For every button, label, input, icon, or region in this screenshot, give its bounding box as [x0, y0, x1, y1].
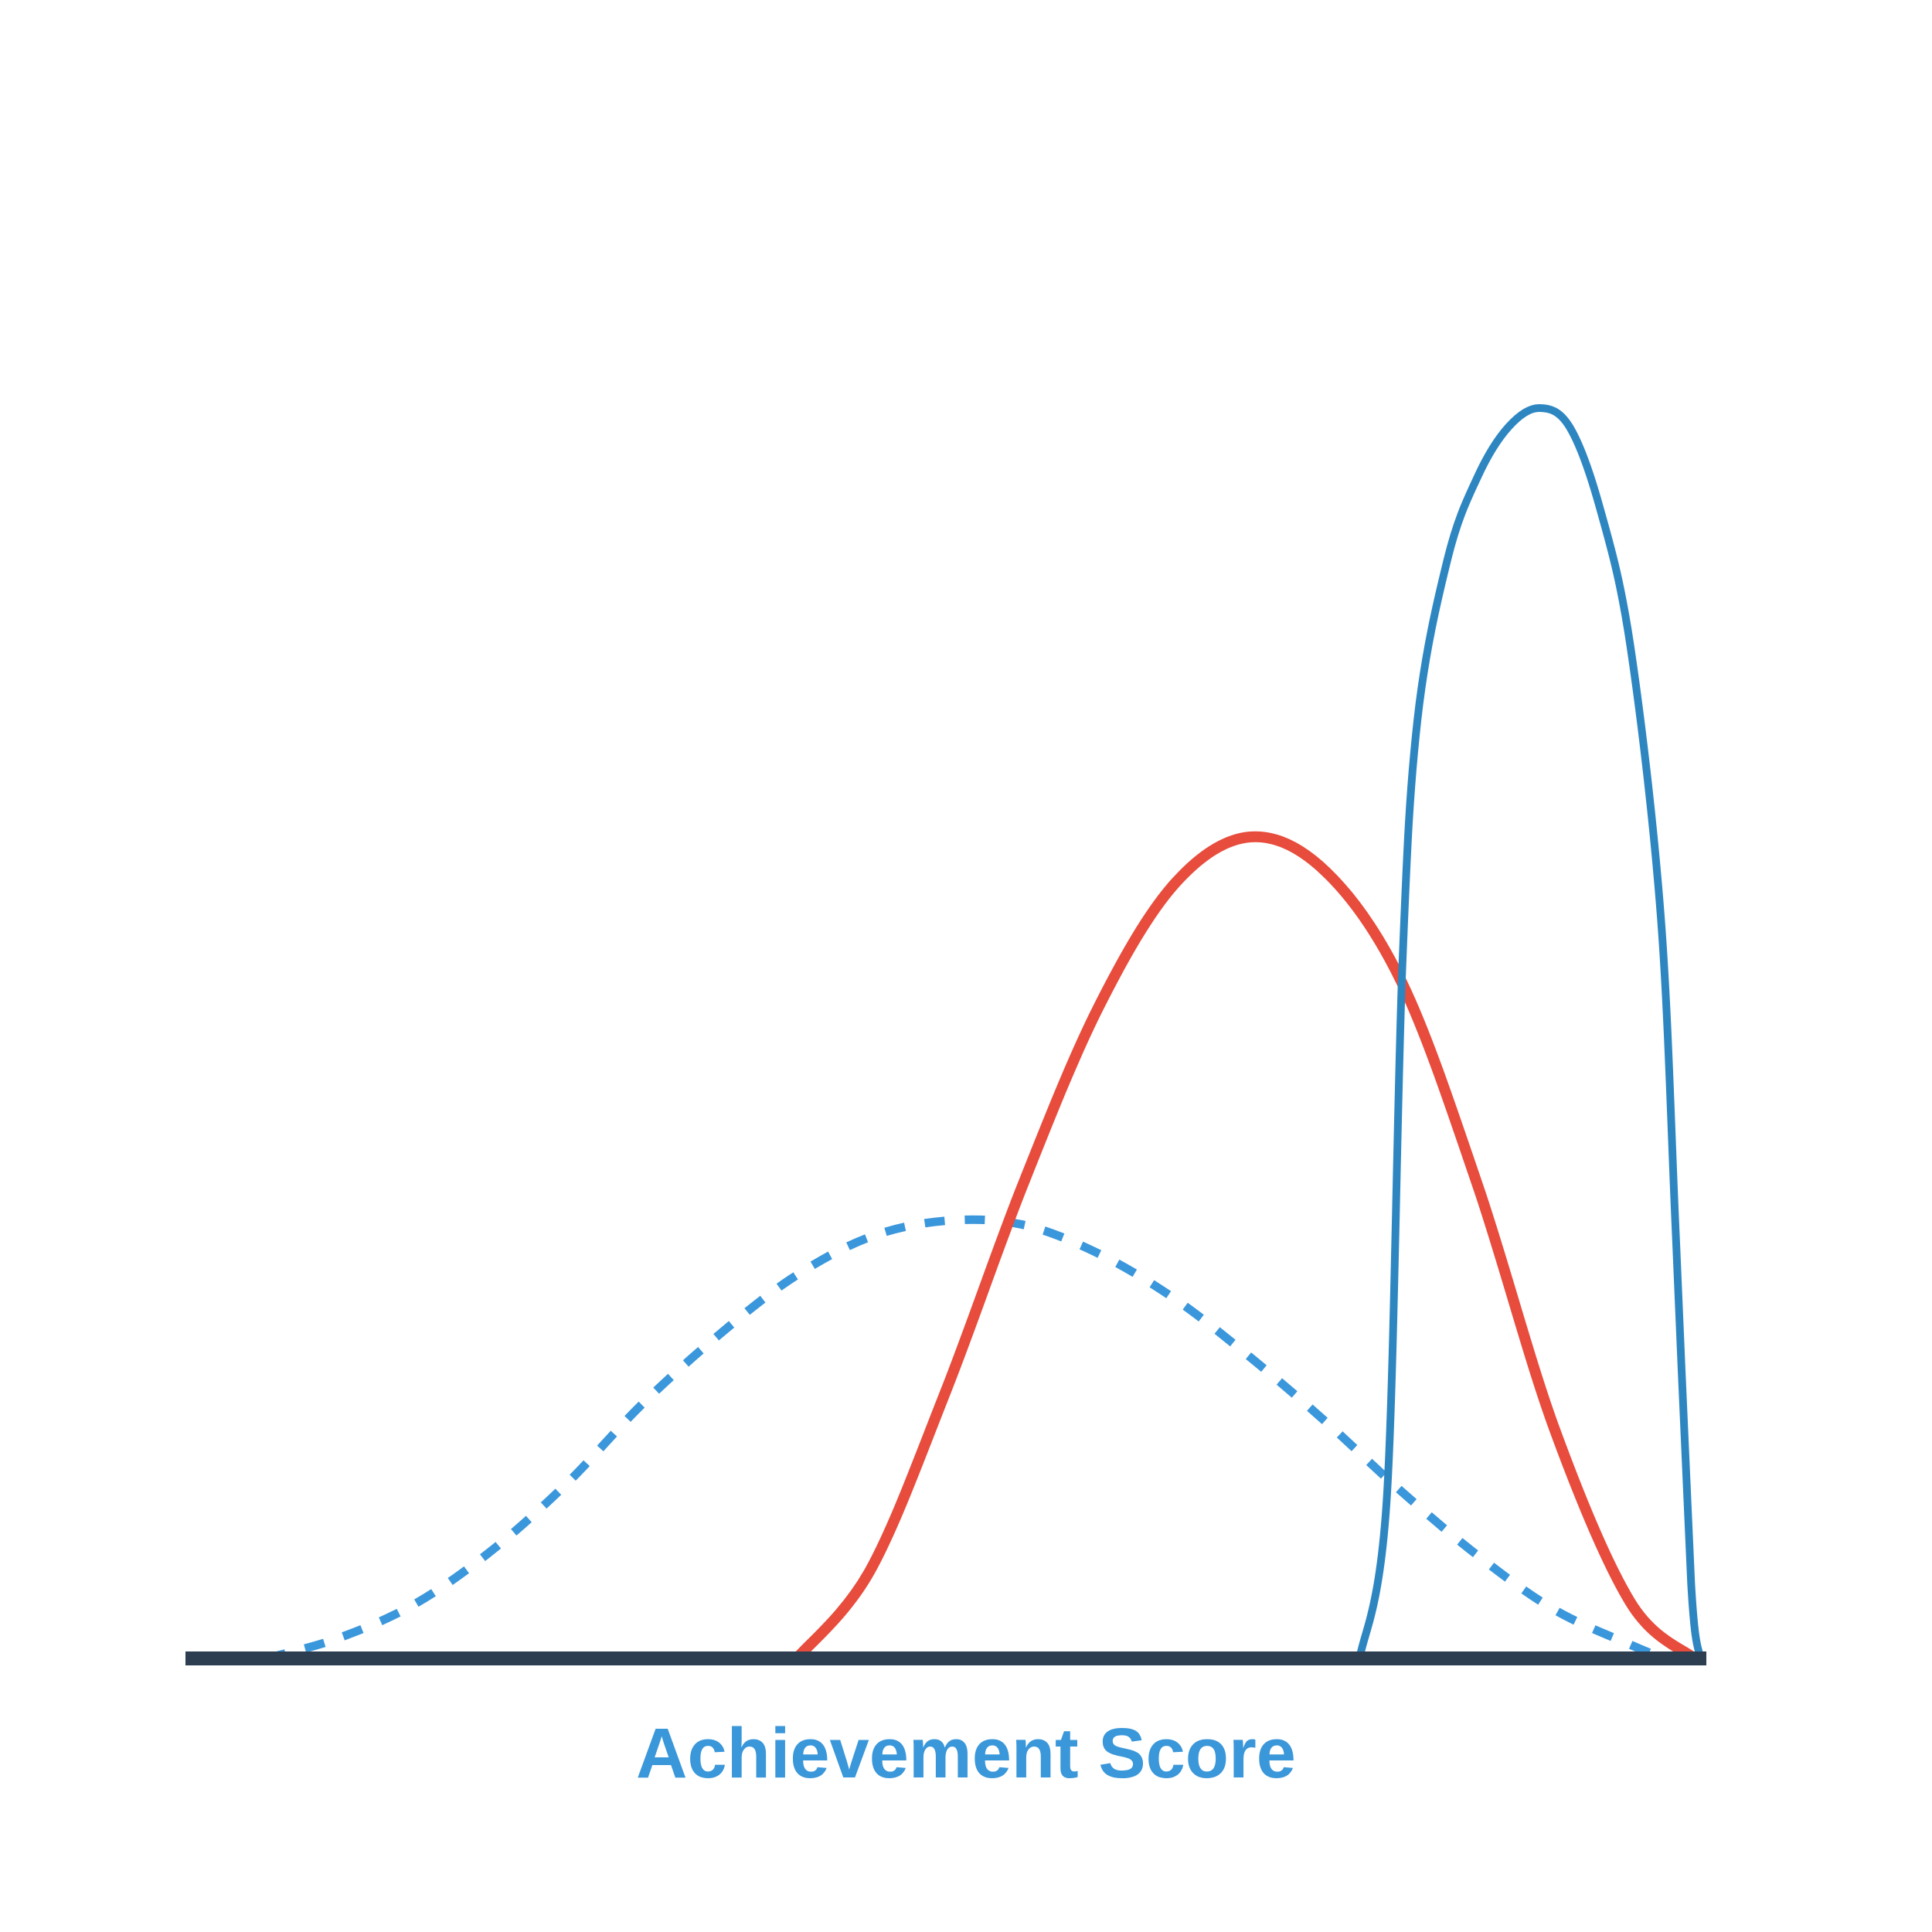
curves — [264, 404, 1705, 1663]
density-curve — [1355, 404, 1705, 1659]
x-axis-label: Achievement Score — [636, 1714, 1296, 1793]
density-curve — [264, 1215, 1665, 1663]
density-curve — [792, 831, 1698, 1663]
